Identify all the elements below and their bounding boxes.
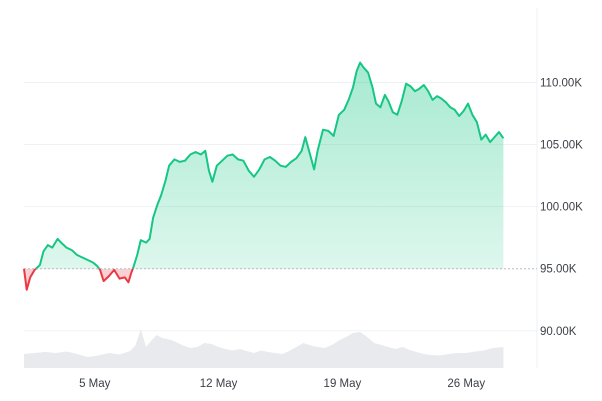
- x-tick-label: 26 May: [447, 378, 485, 390]
- y-tick-label: 100.00K: [540, 202, 583, 214]
- y-tick-label: 110.00K: [540, 77, 582, 89]
- x-tick-label: 12 May: [200, 378, 238, 390]
- y-tick-label: 105.00K: [540, 140, 583, 152]
- y-tick-label: 95.00K: [540, 264, 577, 276]
- volume-shape: [24, 329, 504, 368]
- y-axis: 110.00K 105.00K 100.00K 95.00K 90.00K: [540, 77, 583, 337]
- volume-area: [24, 329, 504, 368]
- y-tick-label: 90.00K: [540, 326, 577, 338]
- price-line: [23, 61, 505, 291]
- price-area: [24, 62, 504, 290]
- x-tick-label: 5 May: [79, 378, 111, 390]
- x-tick-label: 19 May: [324, 378, 362, 390]
- series-line-below: [23, 268, 134, 291]
- x-axis: 5 May 12 May 19 May 26 May: [79, 378, 485, 390]
- area-above-baseline: [35, 62, 504, 269]
- series-line-above: [24, 61, 505, 269]
